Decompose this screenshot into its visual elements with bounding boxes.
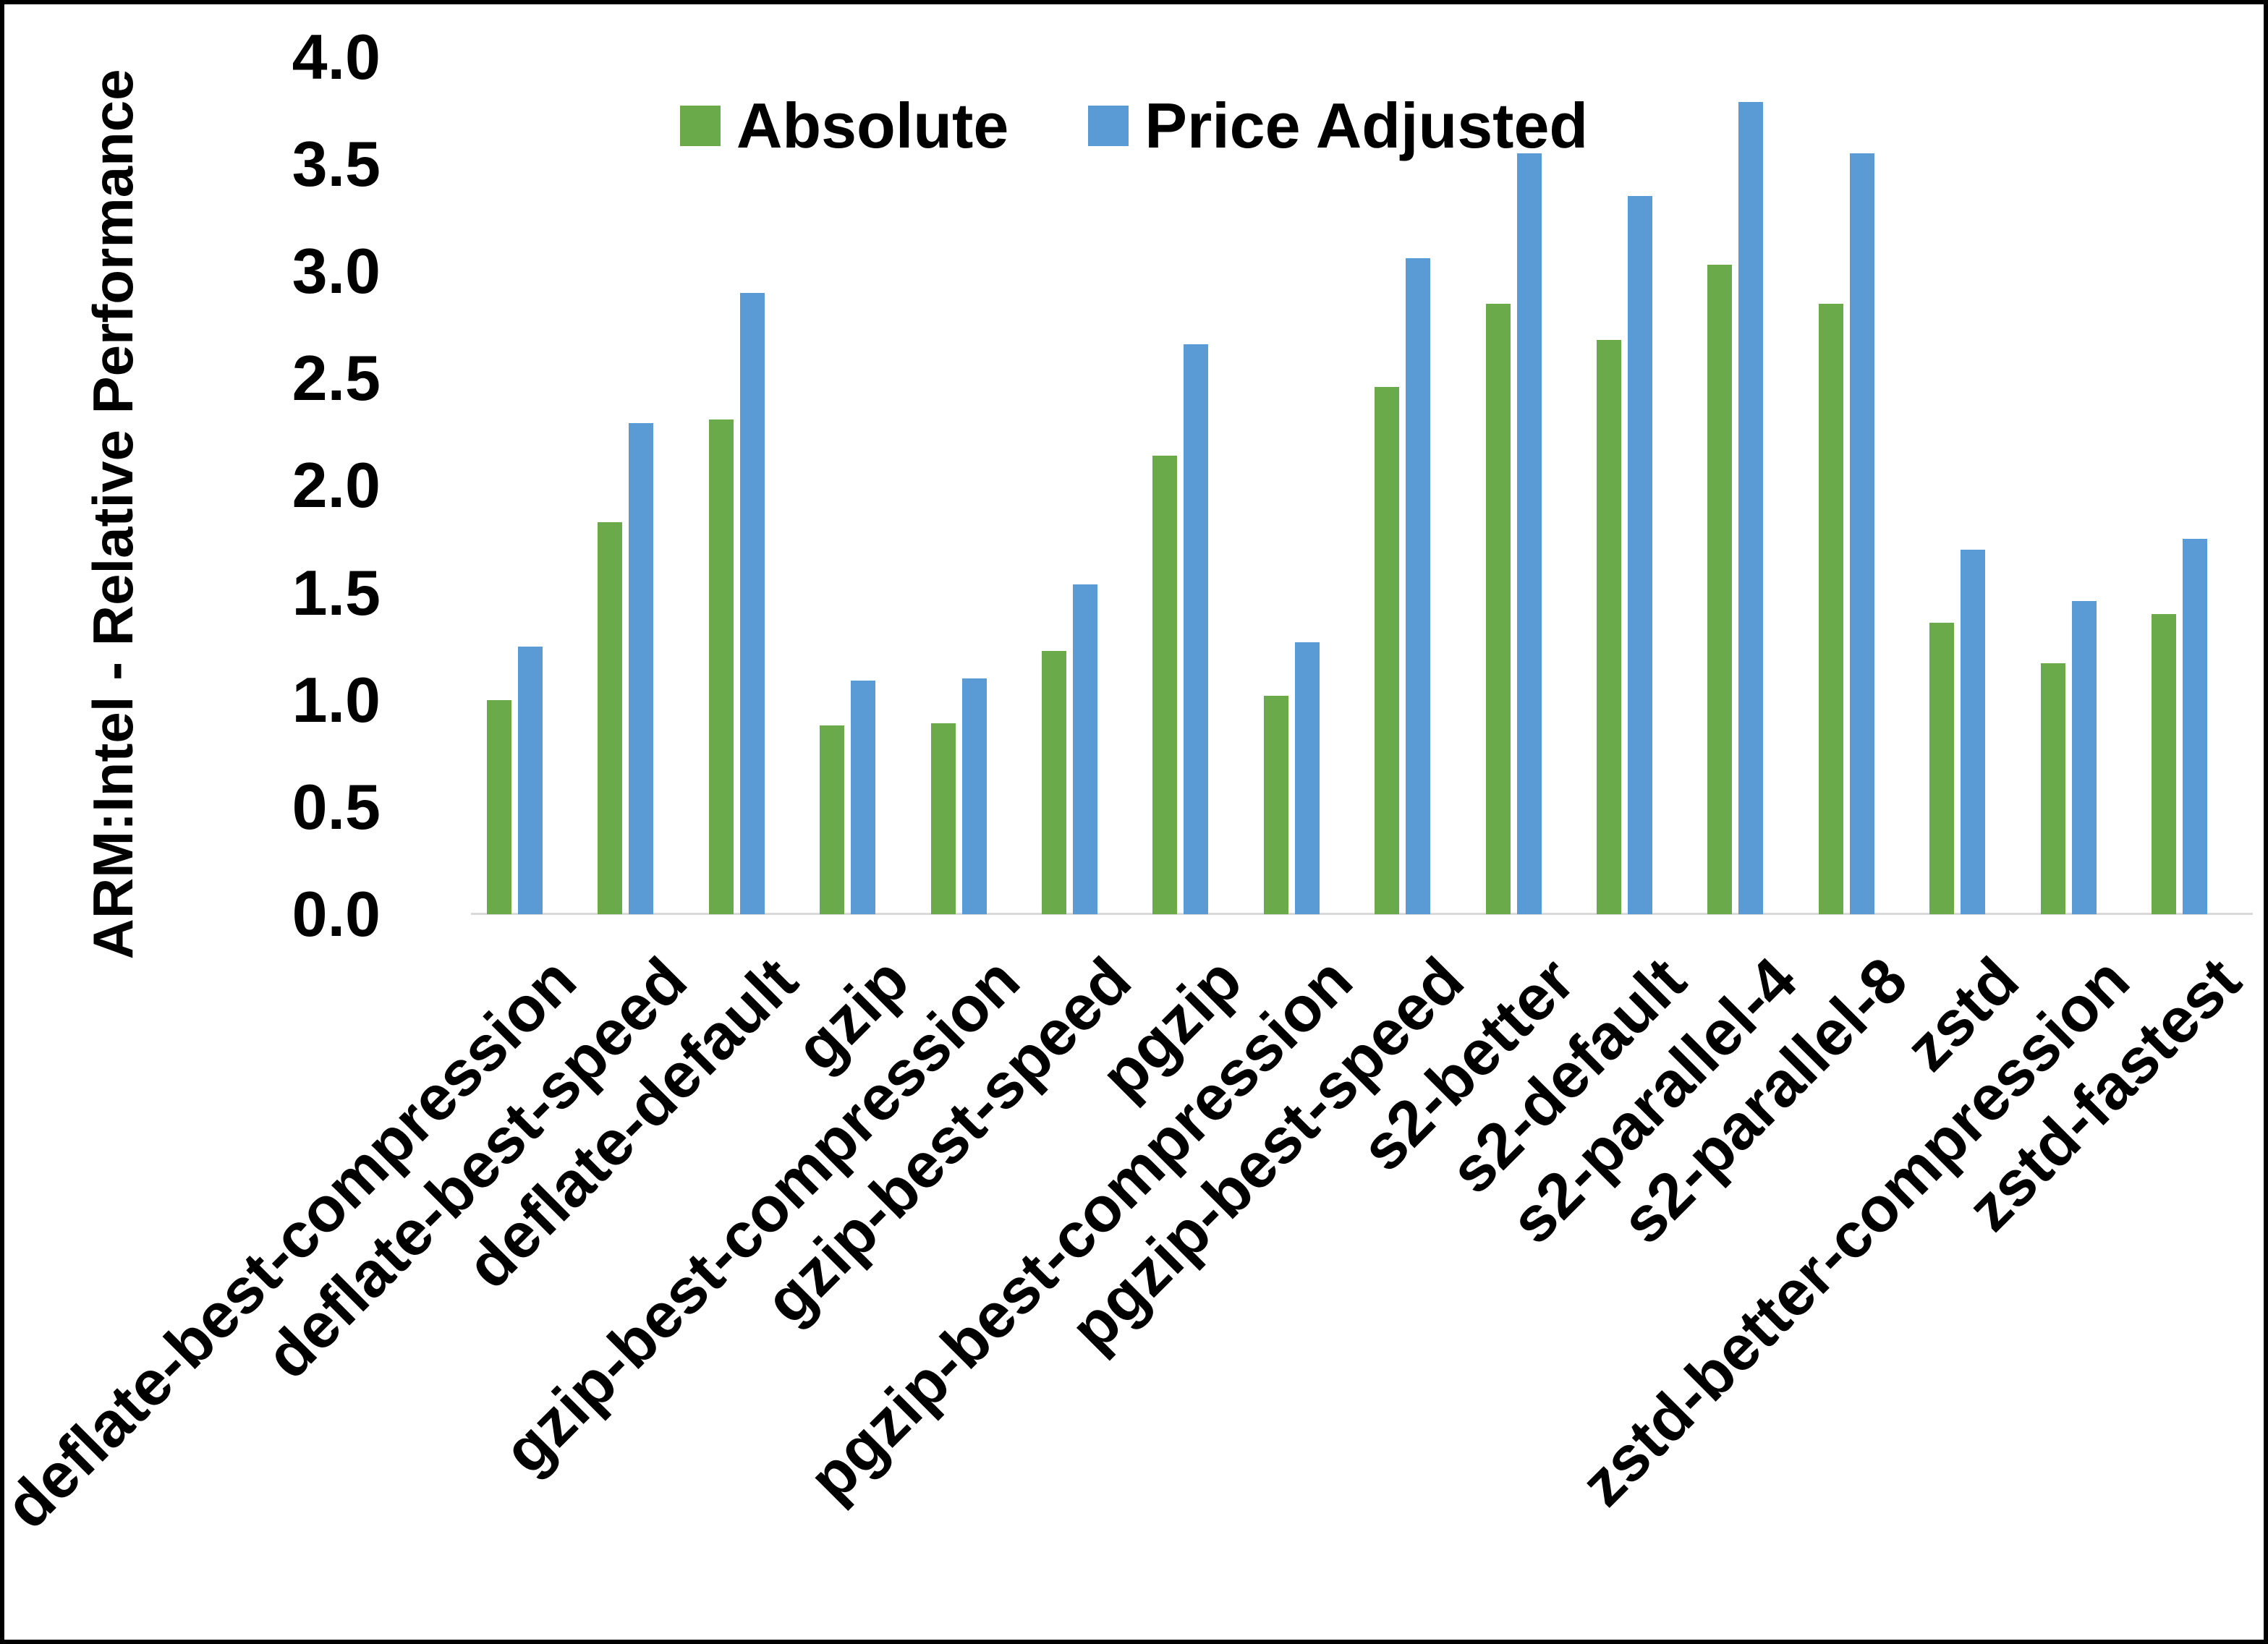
legend: Absolute Price Adjusted <box>4 90 2264 162</box>
bar-price-adjusted-zstd-fastest <box>2183 539 2207 914</box>
bar-absolute-s2-better <box>1485 303 1511 914</box>
bar-price-adjusted-s2-better <box>1516 153 1542 914</box>
bar-absolute-s2-parallel-4 <box>1707 265 1733 914</box>
bar-absolute-pgzip-best-speed <box>1375 387 1400 914</box>
y-tick-label: 3.5 <box>292 127 381 200</box>
legend-item-price-adjusted: Price Adjusted <box>1088 90 1588 162</box>
bar-absolute-gzip <box>820 725 845 914</box>
bar-price-adjusted-deflate-default <box>739 292 765 914</box>
bar-absolute-deflate-best-compression <box>487 699 511 914</box>
bar-absolute-deflate-default <box>708 419 734 914</box>
bar-absolute-gzip-best-speed <box>1042 650 1066 914</box>
legend-label: Price Adjusted <box>1144 90 1589 161</box>
y-axis-title: ARM:Intel - Relative Performance <box>81 69 145 960</box>
y-tick-label: 0.5 <box>292 770 381 843</box>
x-axis-line <box>471 913 2253 915</box>
bar-absolute-pgzip-best-compression <box>1263 695 1288 914</box>
legend-label: Absolute <box>736 90 1009 161</box>
y-tick-label: 2.5 <box>292 342 381 414</box>
bar-absolute-s2-parallel-8 <box>1818 303 1843 914</box>
bar-absolute-deflate-best-speed <box>598 521 623 914</box>
bar-price-adjusted-deflate-best-compression <box>518 646 543 914</box>
legend-swatch-icon <box>679 106 721 146</box>
bar-price-adjusted-zstd <box>1961 550 1986 914</box>
y-tick-label: 0.0 <box>292 878 381 950</box>
y-tick-label: 3.0 <box>292 235 381 307</box>
y-tick-label: 2.0 <box>292 449 381 521</box>
bar-absolute-s2-default <box>1597 339 1621 914</box>
y-tick-label: 1.0 <box>292 663 381 736</box>
y-tick-label: 4.0 <box>292 20 381 93</box>
bar-price-adjusted-pgzip <box>1184 344 1209 914</box>
bar-price-adjusted-zstd-better-compression <box>2071 601 2097 914</box>
bar-price-adjusted-gzip-best-compression <box>961 678 987 914</box>
bar-price-adjusted-deflate-best-speed <box>629 423 654 914</box>
bar-price-adjusted-gzip <box>851 681 876 914</box>
bar-absolute-zstd-fastest <box>2152 614 2176 914</box>
bar-price-adjusted-gzip-best-speed <box>1073 584 1097 914</box>
legend-swatch-icon <box>1088 106 1129 146</box>
bar-absolute-zstd-better-compression <box>2040 663 2065 914</box>
bar-absolute-zstd <box>1929 623 1955 914</box>
bar-price-adjusted-s2-parallel-4 <box>1738 102 1764 914</box>
bar-absolute-gzip-best-compression <box>930 723 956 914</box>
legend-item-absolute: Absolute <box>679 90 1009 162</box>
y-tick-label: 1.5 <box>292 556 381 629</box>
bar-absolute-pgzip <box>1152 455 1178 914</box>
bar-price-adjusted-pgzip-best-compression <box>1294 642 1320 914</box>
bar-price-adjusted-s2-default <box>1628 196 1652 914</box>
bar-price-adjusted-s2-parallel-8 <box>1849 153 1874 914</box>
bar-price-adjusted-pgzip-best-speed <box>1406 258 1431 914</box>
